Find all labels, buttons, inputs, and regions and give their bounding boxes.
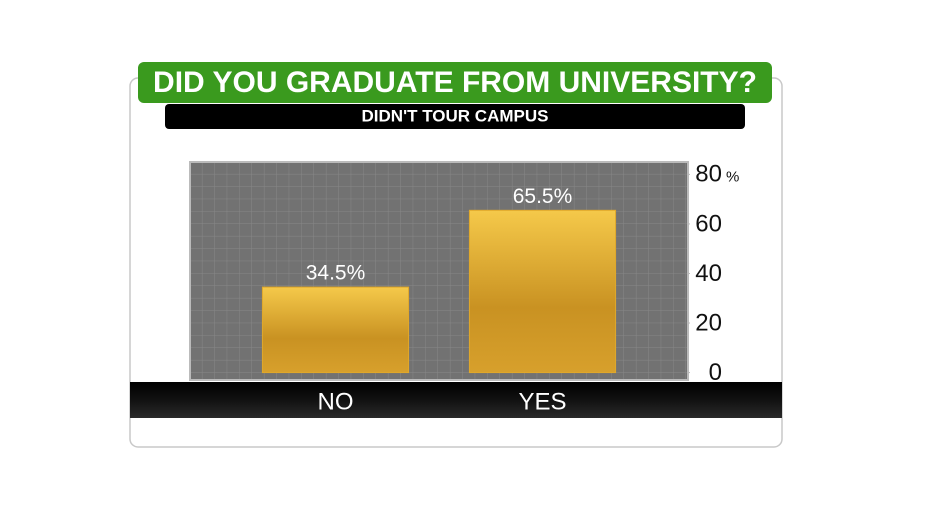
value-label: 34.5% — [306, 262, 366, 285]
x-tick-label: YES — [518, 388, 566, 415]
chart-title: DID YOU GRADUATE FROM UNIVERSITY? — [153, 66, 757, 99]
y-tick-label: 80 — [695, 161, 722, 188]
y-tick-label: 20 — [695, 309, 722, 336]
subtitle-bar — [165, 104, 745, 129]
chart-subtitle: DIDN'T TOUR CAMPUS — [362, 106, 549, 125]
y-tick-label: 0 — [709, 359, 722, 386]
y-unit: % — [726, 168, 739, 185]
bar — [468, 209, 617, 374]
y-tick-label: 60 — [695, 210, 722, 237]
category-band — [130, 382, 782, 418]
bar — [261, 286, 410, 374]
x-tick-label: NO — [318, 388, 354, 415]
y-tick-label: 40 — [695, 260, 722, 287]
title-banner — [138, 62, 772, 103]
value-label: 65.5% — [513, 185, 573, 208]
